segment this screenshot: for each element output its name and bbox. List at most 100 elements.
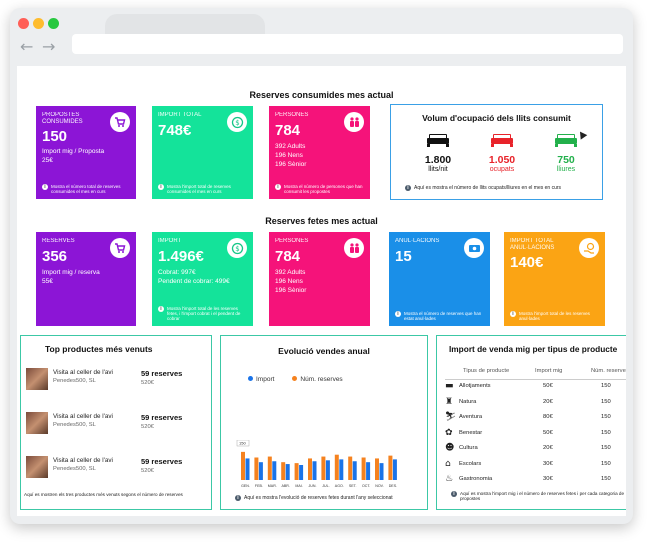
bar-reserves[interactable] [388,455,393,480]
stat-card: PERSONES 784 392 Adults 196 Nens 196 Sènior [269,232,370,326]
table-row[interactable]: ☻ Cultura 20€ 150 [443,443,626,455]
section-title-made: Reserves fetes mes actual [265,216,378,226]
x-tick-label: JUL. [322,484,329,488]
product-amount: 520€ [141,380,154,386]
annual-note: i Aquí es mostra l'evolució de reserves f… [235,495,425,501]
bar-import[interactable] [352,461,357,480]
x-tick-label: DES. [389,484,397,488]
bar-import[interactable] [285,464,290,480]
bar-reserves[interactable] [348,456,353,480]
bar-import[interactable] [272,461,277,480]
bar-import[interactable] [299,465,304,480]
info-icon: i [235,495,241,501]
browser-tab[interactable] [105,14,265,36]
bar-import[interactable] [366,462,371,480]
list-item[interactable]: Visita al celler de l'avi Penedes500, SL 5… [26,410,206,438]
stat-detail: 196 Nens [275,152,303,159]
stat-footnote: i Mostra l'import total de les reserves f… [158,306,250,321]
import-mig: 50€ [543,429,553,436]
bar-reserves[interactable] [308,458,312,480]
bar-import[interactable] [245,458,250,480]
top-products-panel: Top productes més venuts Visita al celle… [20,335,212,510]
browser-window: ← → Reserves consumides mes actual PROPO… [10,8,633,524]
product-type: Aventura [459,414,483,420]
table-row[interactable]: ⌂ Escolars 30€ 150 [443,459,626,471]
bar-reserves[interactable] [361,457,366,481]
num-reserves: 150 [601,460,611,467]
table-row[interactable]: ⛷ Aventura 80€ 150 [443,412,626,424]
product-type: Allotjaments [459,383,491,389]
stat-label: PERSONES [275,112,309,118]
info-icon: i [451,491,457,497]
product-reserves: 59 reserves [141,413,183,422]
bar-reserves[interactable] [254,457,259,481]
bar-reserves[interactable] [294,463,299,480]
info-icon: i [405,185,411,191]
stat-value: 784 [275,122,301,139]
x-tick-label: NOV. [375,484,383,488]
school-icon: ⌂ [445,458,451,469]
occupancy-value: 1.800 [424,154,452,166]
occupancy-note: i Aquí es mostra el número de llits ocupa… [405,185,595,191]
header-divider [445,379,626,380]
import-mig: 80€ [543,414,553,420]
num-reserves: 150 [601,414,611,420]
import-mig: 20€ [543,398,553,405]
bar-import[interactable] [312,461,317,480]
table-row[interactable]: ▬ Allotjaments 50€ 150 [443,381,626,393]
maximize-dot[interactable] [48,18,59,29]
import-mig: 20€ [543,445,553,451]
people-icon [344,112,364,132]
product-name: Visita al celler de l'avi [53,369,113,376]
address-bar[interactable] [72,34,623,54]
occupancy-item: 1.050 ocupats [477,133,527,173]
stat-detail: 55€ [42,278,53,285]
x-tick-label: AGO. [335,484,344,488]
product-thumbnail [26,368,48,390]
close-dot[interactable] [18,18,29,29]
stat-value: 15 [395,248,412,265]
bar-import[interactable] [325,460,330,480]
masks-icon: ☻ [445,443,455,453]
occupancy-label: lliures [556,166,576,173]
product-type: Escolars [459,460,482,467]
table-row[interactable]: ♨ Gastronomia 30€ 150 [443,474,626,486]
product-company: Penedes500, SL [53,378,96,384]
bar-reserves[interactable] [375,458,379,480]
bar-import[interactable] [339,459,344,480]
product-type: Gastronomia [459,476,493,482]
bar-import[interactable] [392,459,397,480]
bar-import[interactable] [258,462,263,480]
bar-reserves[interactable] [321,456,326,480]
num-reserves: 150 [601,476,611,482]
info-icon: i [395,311,401,317]
minimize-dot[interactable] [33,18,44,29]
bar-import[interactable] [379,463,384,480]
import-mig: 30€ [543,476,553,482]
table-row[interactable]: ✿ Benestar 50€ 150 [443,428,626,440]
annual-panel: Evolució vendes anual Import Núm. reserve… [220,335,428,510]
num-reserves: 150 [601,429,611,436]
stat-detail: 196 Nens [275,278,303,285]
product-reserves: 59 reserves [141,457,183,466]
table-row[interactable]: ♜ Natura 20€ 150 [443,397,626,409]
list-item[interactable]: Visita al celler de l'avi Penedes500, SL 5… [26,366,206,394]
forward-arrow-icon[interactable]: → [42,37,56,56]
list-item[interactable]: Visita al celler de l'avi Penedes500, SL 5… [26,454,206,482]
stat-card: ANUL·LACIONS 15 i Mostra el número de reser… [389,232,490,326]
bar-reserves[interactable] [334,454,339,480]
bar-reserves[interactable] [267,456,272,480]
product-name: Visita al celler de l'avi [53,457,113,464]
stat-card: RESERVES 356 Import mig / reserva 55€ [36,232,136,326]
info-icon: i [510,311,516,317]
column-header: Núm. reserves [591,368,626,374]
stat-value: 140€ [510,254,544,271]
stat-label: IMPORT TOTAL [158,112,202,118]
bar-reserves[interactable] [281,462,286,480]
x-tick-label: JUN. [309,484,317,488]
stat-label: ANUL·LACIONS [395,238,440,244]
x-tick-label: GEN. [241,484,250,488]
stat-detail: 196 Sènior [275,161,307,168]
back-arrow-icon[interactable]: ← [20,37,34,56]
bar-reserves[interactable] [241,451,245,480]
